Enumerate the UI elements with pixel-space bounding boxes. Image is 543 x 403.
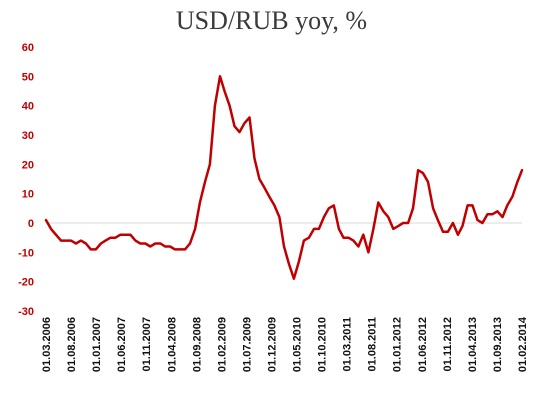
x-tick-label: 01.05.2010: [292, 317, 304, 372]
x-tick-label: 01.01.2007: [91, 317, 103, 372]
y-tick-label: -30: [18, 306, 34, 318]
x-tick-label: 01.02.2014: [517, 316, 529, 372]
x-tick-label: 01.06.2012: [417, 317, 429, 372]
y-tick-label: 10: [22, 189, 34, 201]
y-tick-label: 0: [28, 218, 34, 230]
x-tick-label: 01.09.2013: [492, 317, 504, 372]
x-tick-label: 01.09.2008: [191, 317, 203, 372]
y-tick-label: -20: [18, 277, 34, 289]
y-tick-label: -10: [18, 247, 34, 259]
x-tick-label: 01.03.2006: [41, 317, 53, 372]
chart-title: USD/RUB yoy, %: [175, 6, 368, 35]
y-tick-label: 50: [22, 71, 34, 83]
x-tick-label: 01.08.2011: [367, 317, 379, 371]
y-tick-label: 30: [22, 130, 34, 142]
y-tick-label: 20: [22, 159, 34, 171]
x-tick-label: 01.11.2012: [442, 317, 454, 371]
x-tick-label: 01.07.2009: [241, 317, 253, 372]
x-tick-label: 01.08.2006: [66, 317, 78, 372]
x-tick-label: 01.06.2007: [116, 317, 128, 372]
y-tick-label: 40: [22, 101, 34, 113]
x-tick-label: 01.04.2008: [166, 317, 178, 372]
x-tick-label: 01.03.2011: [342, 317, 354, 371]
x-tick-label: 01.10.2010: [317, 317, 329, 372]
x-tick-label: 01.04.2013: [467, 317, 479, 372]
x-tick-label: 01.11.2007: [141, 317, 153, 371]
x-tick-label: 01.01.2012: [392, 317, 404, 372]
y-tick-label: 60: [22, 42, 34, 54]
series-line: [44, 75, 524, 280]
x-tick-label: 01.12.2009: [266, 317, 278, 372]
x-tick-label: 01.02.2009: [216, 317, 228, 372]
